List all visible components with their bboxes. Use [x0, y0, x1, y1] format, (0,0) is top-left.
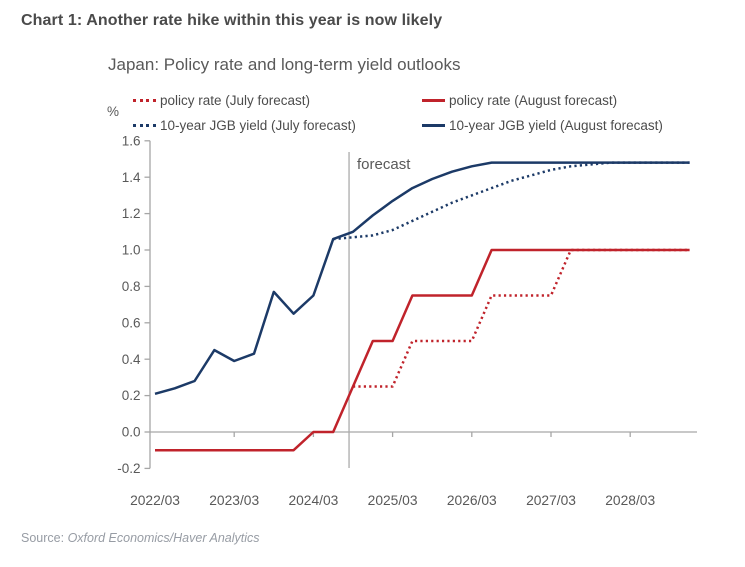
y-axis-tick-label: 0.6 — [122, 315, 141, 330]
legend-label: 10-year JGB yield (August forecast) — [449, 118, 663, 133]
y-axis-tick-label: 0.8 — [122, 279, 141, 294]
legend-item-policy-rate-august: policy rate (August forecast) — [422, 93, 663, 108]
y-axis-tick-label: 0.0 — [122, 425, 141, 440]
dotted-red-line-swatch-icon — [133, 99, 156, 102]
series-line-jgb-yield-august — [154, 161, 690, 396]
legend-label: 10-year JGB yield (July forecast) — [160, 118, 356, 133]
y-axis-tick-label: 1.4 — [122, 170, 141, 185]
x-axis-tick-label: 2024/03 — [288, 493, 338, 508]
dotted-navy-line-swatch-icon — [133, 124, 156, 127]
page-title: Chart 1: Another rate hike within this y… — [21, 12, 443, 29]
forecast-annotation: forecast — [357, 156, 411, 173]
series-line-policy-rate-august — [155, 248, 690, 452]
solid-navy-line-swatch-icon — [422, 124, 445, 127]
source-prefix: Source: — [21, 531, 68, 545]
legend-item-policy-rate-july: policy rate (July forecast) — [133, 93, 422, 108]
y-axis-tick-label: 1.2 — [122, 206, 141, 221]
y-axis-tick-label: 1.0 — [122, 243, 141, 258]
x-axis-tick-label: 2023/03 — [209, 493, 259, 508]
y-axis-unit-label: % — [107, 104, 120, 119]
y-axis-tick-label: 0.4 — [122, 352, 141, 367]
x-axis-tick-label: 2026/03 — [447, 493, 497, 508]
legend-item-jgb-yield-july: 10-year JGB yield (July forecast) — [133, 118, 422, 133]
legend-label: policy rate (July forecast) — [160, 93, 311, 108]
source-note: Source: Oxford Economics/Haver Analytics — [21, 531, 260, 545]
x-axis-tick-label: 2022/03 — [130, 493, 180, 508]
y-axis-tick-label: 1.6 — [122, 133, 141, 148]
x-axis-tick-label: 2027/03 — [526, 493, 576, 508]
x-axis-tick-label: 2025/03 — [368, 493, 418, 508]
source-name: Oxford Economics/Haver Analytics — [67, 531, 260, 545]
solid-red-line-swatch-icon — [422, 99, 445, 102]
chart-legend: policy rate (July forecast) policy rate … — [133, 93, 663, 133]
legend-item-jgb-yield-august: 10-year JGB yield (August forecast) — [422, 118, 663, 133]
series-line-policy-rate-july — [353, 248, 690, 388]
chart-title: Japan: Policy rate and long-term yield o… — [108, 55, 461, 74]
series-line-jgb-yield-july — [333, 161, 690, 241]
y-axis-tick-label: -0.2 — [117, 461, 140, 476]
legend-label: policy rate (August forecast) — [449, 93, 618, 108]
x-axis-tick-label: 2028/03 — [605, 493, 655, 508]
y-axis-tick-label: 0.2 — [122, 388, 141, 403]
